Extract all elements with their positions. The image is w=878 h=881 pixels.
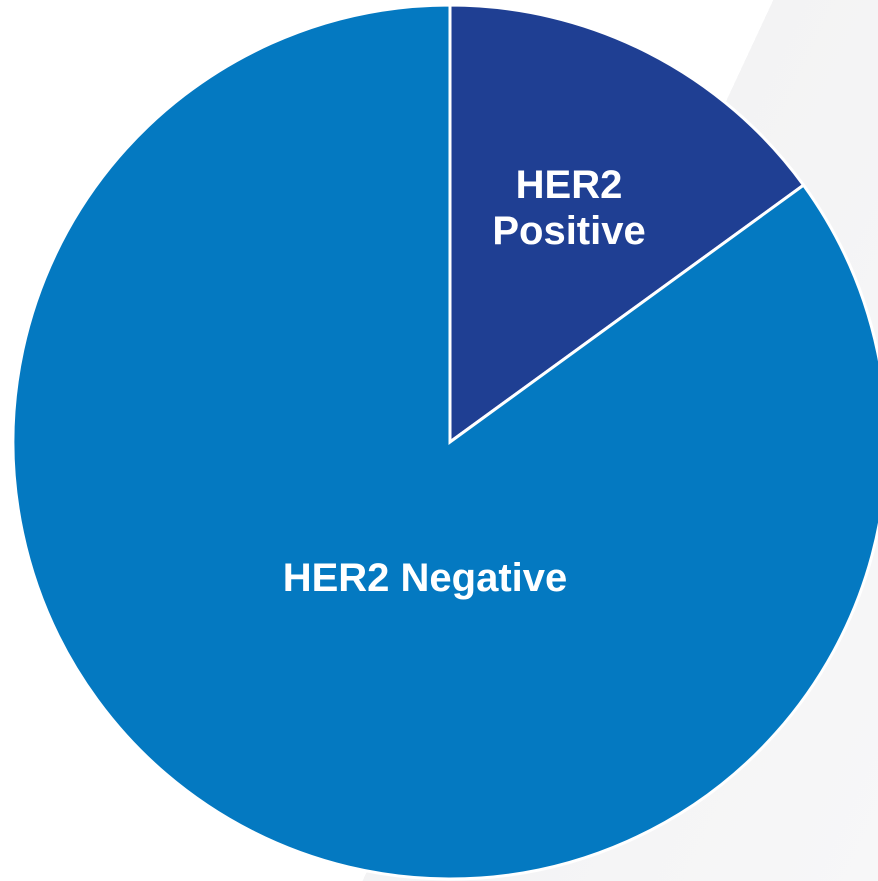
- slice-label: HER2 Positive: [492, 163, 646, 254]
- slice-label: HER2 Negative: [282, 556, 568, 600]
- pie-slice: [448, 3, 806, 445]
